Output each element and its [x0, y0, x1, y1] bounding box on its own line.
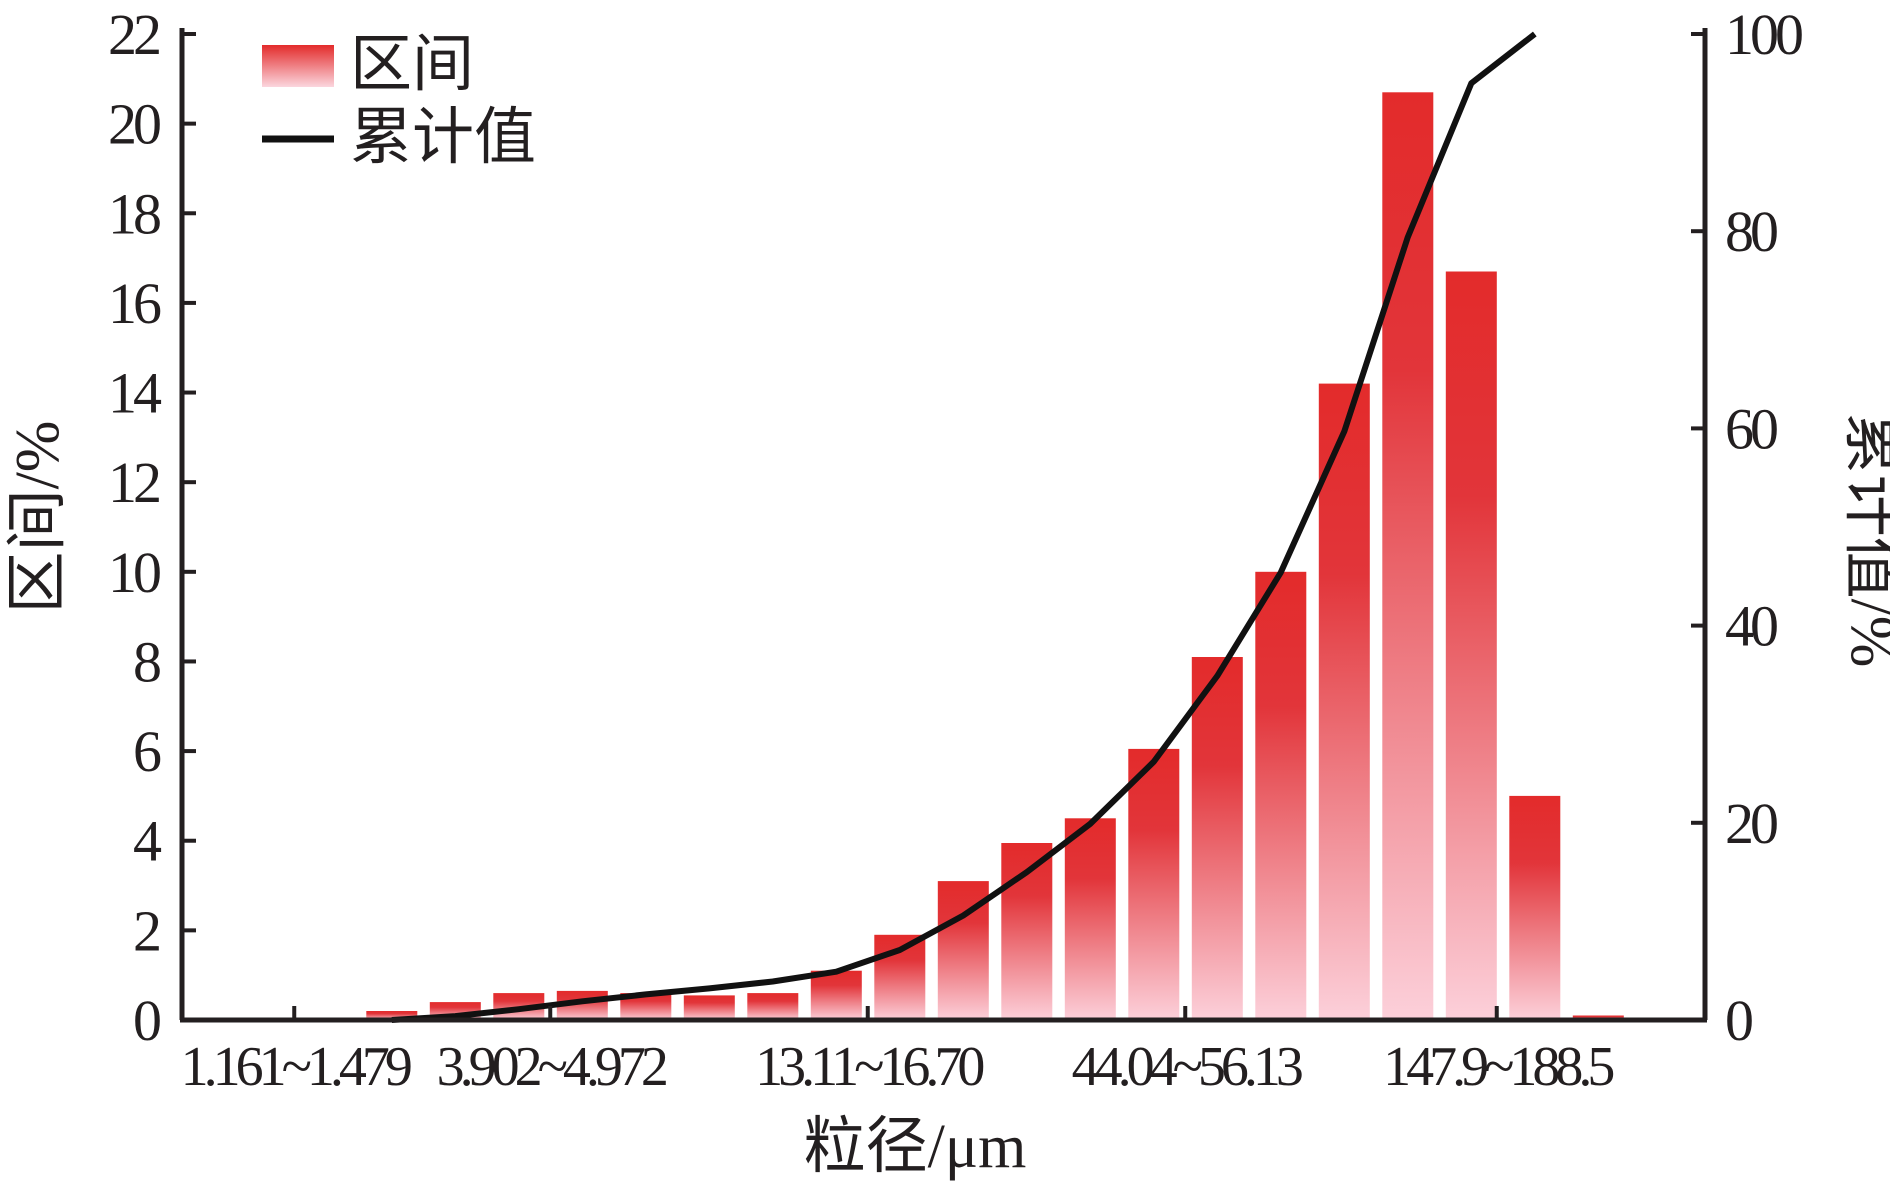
y2-tick-label-40: 40 — [1725, 594, 1777, 659]
y-tick-label-14: 14 — [108, 361, 162, 426]
y-tick-label-10: 10 — [108, 540, 160, 605]
bar-21 — [1445, 271, 1497, 1020]
x-tick-label-12: 13.11~16.70 — [755, 1036, 983, 1098]
legend-swatch-interval — [262, 45, 334, 87]
legend: 区间 累计值 — [262, 31, 536, 172]
y-axis-title-left: 区间/% — [4, 421, 72, 614]
y-tick-label-6: 6 — [133, 719, 161, 784]
bar-4 — [366, 1011, 418, 1020]
bar-17 — [1191, 657, 1243, 1020]
y-tick-label-4: 4 — [133, 809, 162, 874]
y2-tick-label-0: 0 — [1725, 988, 1752, 1053]
x-tick-label-22: 147.9~188.5 — [1383, 1036, 1613, 1098]
x-tick-label-7: 3.902~4.972 — [437, 1036, 666, 1098]
y2-tick-label-100: 100 — [1725, 2, 1802, 67]
bar-16 — [1128, 748, 1180, 1020]
bar-22 — [1509, 795, 1561, 1020]
bar-18 — [1255, 571, 1307, 1020]
x-axis-title: 粒径/μm — [804, 1113, 1027, 1181]
bar-10 — [747, 993, 799, 1020]
legend-label-cumulative: 累计值 — [350, 104, 536, 172]
bar-20 — [1382, 92, 1434, 1021]
tick-labels: 0 2 4 6 8 10 12 14 16 18 20 22 0 20 40 60 80 100 1.161~1.4… — [108, 2, 1806, 1098]
y2-tick-label-80: 80 — [1725, 199, 1777, 264]
cumulative-line — [391, 31, 1537, 1023]
y2-tick-label-60: 60 — [1725, 396, 1777, 461]
y-tick-label-12: 12 — [108, 450, 159, 515]
legend-label-interval: 区间 — [350, 31, 474, 99]
y2-tick-label-20: 20 — [1725, 791, 1777, 856]
x-tick-label-3: 1.161~1.479 — [181, 1036, 411, 1098]
bar-series-interval — [366, 92, 1624, 1021]
line-series-cumulative — [391, 31, 1537, 1023]
y-tick-label-20: 20 — [108, 92, 160, 157]
y-tick-label-0: 0 — [133, 988, 160, 1053]
y-tick-label-16: 16 — [108, 271, 161, 336]
axes — [179, 28, 1708, 1023]
bar-19 — [1318, 383, 1370, 1021]
y-tick-label-18: 18 — [108, 181, 160, 246]
y-tick-label-22: 22 — [108, 2, 159, 67]
bar-9 — [683, 995, 735, 1020]
y-tick-label-8: 8 — [133, 629, 160, 694]
bar-15 — [1064, 818, 1116, 1020]
x-tick-label-17: 44.04~56.13 — [1072, 1036, 1302, 1098]
bar-11 — [810, 970, 862, 1020]
y-axis-title-right: 累计值/% — [1838, 413, 1890, 668]
y-tick-label-2: 2 — [133, 898, 159, 963]
